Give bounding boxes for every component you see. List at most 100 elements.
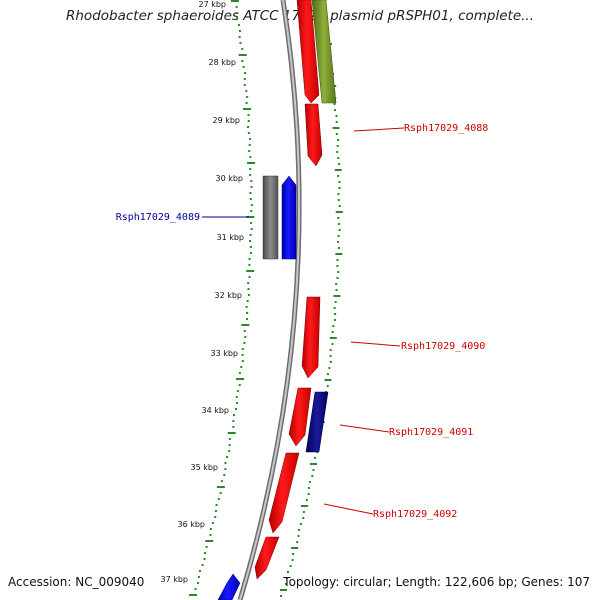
gene-olive[interactable] bbox=[311, 0, 337, 104]
gc-skew-mark bbox=[247, 282, 250, 284]
gc-skew-mark bbox=[250, 180, 253, 182]
gc-skew-mark bbox=[224, 462, 227, 464]
gc-skew-mark bbox=[247, 294, 250, 296]
gc-skew-mark bbox=[236, 378, 245, 380]
gc-skew-mark bbox=[219, 492, 222, 494]
gc-skew-mark bbox=[209, 534, 212, 536]
gc-skew-mark bbox=[338, 229, 341, 231]
gene-red-4090b[interactable] bbox=[288, 387, 312, 447]
label-leaders bbox=[202, 127, 405, 515]
gc-skew-mark bbox=[238, 372, 241, 374]
gc-skew-mark bbox=[245, 318, 248, 320]
gene-label-4092[interactable]: Rsph17029_4092 bbox=[373, 509, 457, 520]
gc-skew-mark bbox=[334, 313, 337, 315]
gc-skew-mark bbox=[311, 475, 314, 477]
gc-skew-mark bbox=[299, 523, 302, 525]
kbp-tick-label: 28 kbp bbox=[208, 58, 236, 67]
gc-skew-mark bbox=[249, 234, 252, 236]
gene-gray[interactable] bbox=[262, 175, 279, 260]
gc-skew-mark bbox=[291, 547, 299, 549]
gc-skew-mark bbox=[249, 156, 252, 158]
gc-skew-mark bbox=[280, 595, 283, 597]
gc-skew-mark bbox=[241, 348, 244, 350]
gene-blue-4089[interactable] bbox=[281, 175, 297, 260]
gene-label-4090[interactable]: Rsph17029_4090 bbox=[401, 341, 485, 352]
backbone-outer bbox=[237, 0, 302, 600]
gene-label-4091[interactable]: Rsph17029_4091 bbox=[389, 427, 473, 438]
gc-skew-mark bbox=[336, 277, 339, 279]
gc-skew-mark bbox=[249, 192, 252, 194]
gene-label-4089[interactable]: Rsph17029_4089 bbox=[116, 212, 200, 223]
gc-skew-mark bbox=[307, 487, 310, 489]
gc-skew-mark bbox=[331, 331, 334, 333]
gc-skew-mark bbox=[247, 162, 256, 164]
gc-skew-mark bbox=[326, 385, 329, 387]
gc-skew-mark bbox=[241, 48, 244, 50]
gene-navy-4091[interactable] bbox=[305, 391, 329, 453]
gc-skew-mark bbox=[248, 276, 251, 278]
gc-skew-mark bbox=[249, 252, 252, 254]
gc-skew-mark bbox=[248, 264, 251, 266]
gc-skew-mark bbox=[241, 354, 244, 356]
gene-blue-bottom[interactable] bbox=[217, 573, 241, 600]
kbp-tick-label: 37 kbp bbox=[160, 575, 188, 584]
gc-skew-mark bbox=[209, 528, 212, 530]
gc-skew-mark bbox=[232, 426, 235, 428]
gc-skew-mark bbox=[338, 187, 341, 189]
gc-skew-mark bbox=[248, 150, 251, 152]
gc-skew-mark bbox=[246, 216, 255, 218]
kbp-tick-label: 29 kbp bbox=[212, 116, 240, 125]
gc-skew-mark bbox=[338, 205, 341, 207]
kbp-tick-label: 31 kbp bbox=[216, 233, 244, 242]
gene-red-top[interactable] bbox=[296, 0, 320, 104]
gc-skew-mark bbox=[242, 66, 245, 68]
gc-skew-mark bbox=[214, 510, 217, 512]
gc-skew-mark bbox=[228, 438, 231, 440]
gc-skew-mark bbox=[336, 145, 339, 147]
gc-skew-mark bbox=[333, 109, 336, 111]
genome-summary: Topology: circular; Length: 122,606 bp; … bbox=[283, 575, 590, 589]
gc-skew-mark bbox=[246, 300, 249, 302]
gc-skew-mark bbox=[324, 379, 332, 381]
gc-skew-mark bbox=[335, 133, 338, 135]
gene-red-4090[interactable] bbox=[301, 296, 321, 379]
gc-skew-mark bbox=[238, 384, 241, 386]
gc-skew-mark bbox=[224, 468, 227, 470]
gc-skew-mark bbox=[242, 108, 251, 110]
gc-skew-mark bbox=[337, 235, 340, 237]
gc-skew-mark bbox=[336, 151, 339, 153]
gene-red-bottom[interactable] bbox=[254, 536, 280, 580]
gc-skew-mark bbox=[335, 283, 338, 285]
gc-skew-mark bbox=[297, 529, 300, 531]
gc-skew-mark bbox=[235, 408, 238, 410]
gc-skew-mark bbox=[335, 289, 338, 291]
kbp-tick-label: 36 kbp bbox=[177, 520, 205, 529]
gc-skew-mark bbox=[240, 366, 243, 368]
gc-skew-mark bbox=[334, 169, 342, 171]
gc-skew-mark bbox=[248, 144, 251, 146]
gc-skew-mark bbox=[334, 301, 337, 303]
gc-skew-mark bbox=[333, 295, 341, 297]
gc-skew-mark bbox=[285, 583, 288, 585]
gc-skew-mark bbox=[203, 558, 206, 560]
gc-skew-mark bbox=[329, 355, 332, 357]
gc-skew-mark bbox=[286, 571, 289, 573]
gc-skew-mark bbox=[238, 36, 241, 38]
gc-skew-mark bbox=[249, 168, 252, 170]
gc-skew-mark bbox=[285, 577, 288, 579]
gc-skew-mark bbox=[214, 516, 217, 518]
gc-skew-mark bbox=[335, 115, 338, 117]
backbone-inner bbox=[239, 0, 301, 600]
gc-skew-mark bbox=[292, 553, 295, 555]
gene-red-4092[interactable] bbox=[268, 452, 300, 534]
gc-skew-mark bbox=[249, 174, 252, 176]
gene-label-4088[interactable]: Rsph17029_4088 bbox=[404, 123, 488, 134]
gc-skew-mark bbox=[333, 319, 336, 321]
gc-skew-mark bbox=[337, 157, 340, 159]
gc-skew-mark bbox=[201, 564, 204, 566]
kbp-tick-label: 33 kbp bbox=[210, 349, 238, 358]
gc-skew-mark bbox=[232, 420, 235, 422]
gene-red-4088[interactable] bbox=[304, 103, 323, 167]
gc-skew-mark bbox=[246, 96, 249, 98]
